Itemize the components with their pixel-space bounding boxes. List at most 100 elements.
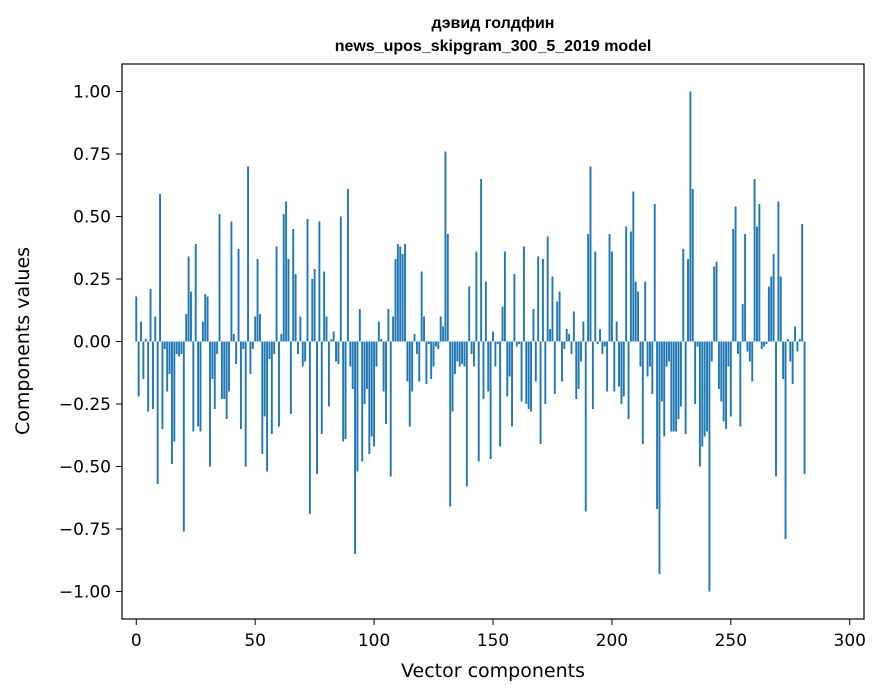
bar <box>582 321 585 342</box>
y-tick-label: 0.25 <box>73 270 111 290</box>
bar <box>261 341 264 454</box>
bar <box>477 341 480 462</box>
bar <box>263 341 266 417</box>
bar <box>496 341 499 344</box>
bar <box>665 341 668 367</box>
bar <box>406 341 409 382</box>
bar <box>791 341 794 384</box>
bar <box>156 341 159 484</box>
bar <box>580 341 582 362</box>
bar <box>182 341 185 532</box>
bar <box>701 341 704 447</box>
bar <box>461 341 464 364</box>
bar <box>382 341 385 392</box>
bar <box>570 341 573 354</box>
bar <box>794 326 796 342</box>
bar <box>432 341 435 367</box>
bar <box>137 341 140 397</box>
bar <box>325 316 328 342</box>
bar <box>204 294 207 342</box>
bar <box>663 341 666 437</box>
plot-frame <box>121 63 865 620</box>
bar <box>216 341 219 354</box>
bar <box>772 254 775 342</box>
bar <box>373 341 376 447</box>
bar <box>154 316 157 342</box>
x-tick-label: 100 <box>358 631 390 651</box>
bar <box>539 341 542 444</box>
bar <box>615 321 618 342</box>
bar <box>753 179 756 342</box>
x-tick-label: 200 <box>596 631 628 651</box>
bar <box>572 311 575 342</box>
bar <box>789 341 792 362</box>
bar <box>670 341 673 432</box>
bar <box>553 341 556 394</box>
bar <box>201 321 204 342</box>
bar <box>525 341 528 404</box>
bar <box>411 341 414 392</box>
bar <box>151 341 154 409</box>
bar <box>423 316 425 342</box>
bar <box>168 341 171 374</box>
bar <box>166 341 169 392</box>
bar <box>449 341 452 507</box>
bar <box>377 321 380 342</box>
bar <box>439 316 442 342</box>
x-tick-label: 150 <box>477 631 509 651</box>
bar <box>242 341 245 349</box>
x-tick-label: 50 <box>244 631 266 651</box>
bar <box>220 341 223 399</box>
bar <box>534 341 537 382</box>
bar <box>192 341 195 432</box>
bar <box>675 341 678 432</box>
bar <box>682 249 685 342</box>
bar <box>223 341 226 399</box>
bar <box>501 306 504 342</box>
y-axis-ticks: 1.00 0.75 0.50 0.25 0.00 −0.25 −0.50 −0.75 −1.00 <box>59 83 122 603</box>
bar <box>354 341 357 554</box>
y-tick-label: 0.75 <box>73 145 111 165</box>
bar <box>389 341 392 477</box>
bar <box>660 341 663 402</box>
bar <box>270 341 273 434</box>
bar <box>620 341 623 404</box>
bar <box>613 341 616 392</box>
bar <box>698 341 701 467</box>
bar <box>292 229 295 342</box>
bar <box>544 341 547 404</box>
bar <box>473 341 475 367</box>
bar <box>199 341 202 432</box>
bar <box>577 341 580 389</box>
bar <box>744 234 747 342</box>
bar <box>684 341 687 434</box>
x-tick-label: 300 <box>834 631 866 651</box>
bar <box>442 326 445 342</box>
bar <box>404 244 406 342</box>
bar <box>458 341 461 367</box>
bar <box>494 341 497 367</box>
bar <box>327 341 330 407</box>
y-tick-label: 0.50 <box>73 208 111 228</box>
bars-group <box>135 91 806 592</box>
y-tick-label: −0.75 <box>59 520 111 540</box>
bar <box>463 341 466 367</box>
bar <box>332 331 335 342</box>
bar <box>748 341 751 362</box>
bar <box>513 274 516 342</box>
bar <box>330 339 333 342</box>
bar <box>337 341 340 364</box>
bar <box>727 341 730 367</box>
bar <box>392 316 395 342</box>
bar <box>178 341 181 357</box>
bar <box>760 341 763 349</box>
bar <box>342 341 345 442</box>
bar <box>339 216 342 342</box>
bar <box>323 271 326 342</box>
bar <box>375 341 378 367</box>
bar <box>278 341 280 427</box>
bar <box>770 276 773 342</box>
bar <box>285 201 288 342</box>
bar <box>725 341 728 429</box>
